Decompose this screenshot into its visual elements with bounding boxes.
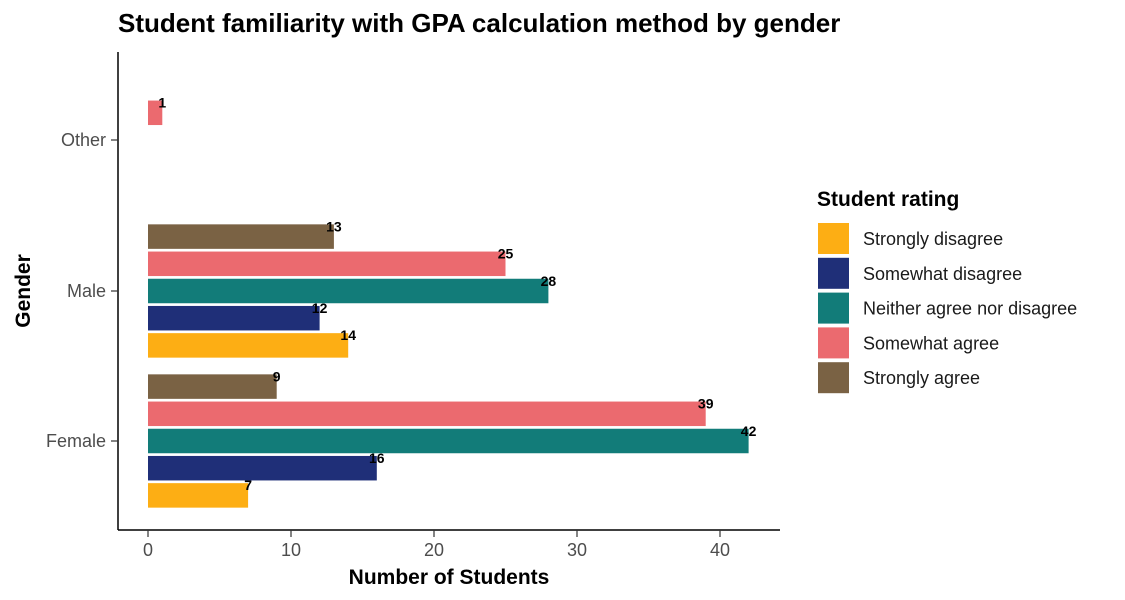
bar-male-strongly-agree-label: 13 [326,218,342,234]
x-axis-ticks: 0 10 20 30 40 [143,530,730,560]
bar-male-strongly-agree [148,224,334,249]
bar-male-neither-agree-nor-disagree-label: 28 [541,273,557,289]
legend-label-somewhat-disagree: Somewhat disagree [863,264,1022,284]
bar-male-somewhat-disagree [148,305,320,331]
bar-female-somewhat-disagree [148,455,377,481]
y-axis-title: Gender [12,254,35,328]
bar-male-strongly-disagree [148,333,349,358]
legend-label-neither-agree-nor-disagree: Neither agree nor disagree [863,299,1077,319]
bar-female-neither-agree-nor-disagree [148,428,749,454]
legend-swatch-neither-agree-nor-disagree [818,292,849,324]
bar-female-neither-agree-nor-disagree-label: 42 [741,423,757,439]
bar-female-strongly-agree [148,374,277,399]
y-axis-ticks: Female Male Other [46,130,118,451]
legend: Student rating Strongly disagree Somewhat… [817,188,1077,394]
x-tick-label: 20 [424,540,444,560]
legend-label-strongly-disagree: Strongly disagree [863,229,1003,249]
legend-swatch-somewhat-agree [818,327,849,359]
bar-male-somewhat-agree-label: 25 [498,246,514,262]
bar-male-strongly-disagree-label: 14 [340,327,356,343]
bar-other-somewhat-agree [148,100,163,126]
legend-title: Student rating [817,188,959,211]
bar-female-strongly-disagree-label: 7 [244,477,252,493]
y-tick-label: Male [67,281,106,301]
legend-swatch-strongly-disagree [818,223,849,254]
x-axis-title: Number of Students [349,566,550,589]
legend-swatch-strongly-agree [818,362,849,394]
bar-female-somewhat-agree-label: 39 [698,396,714,412]
x-tick-label: 30 [567,540,587,560]
chart-title: Student familiarity with GPA calculation… [118,8,840,38]
bar-female-strongly-agree-label: 9 [273,368,281,384]
bar-male-somewhat-disagree-label: 12 [312,300,328,316]
legend-swatch-somewhat-disagree [818,257,849,289]
x-tick-label: 0 [143,540,153,560]
legend-label-strongly-agree: Strongly agree [863,368,980,388]
x-tick-label: 40 [710,540,730,560]
bar-female-somewhat-agree [148,401,706,427]
bar-female-somewhat-disagree-label: 16 [369,450,385,466]
y-tick-label: Female [46,431,106,451]
bar-other-somewhat-agree-label: 1 [158,95,166,111]
x-tick-label: 10 [281,540,301,560]
y-tick-label: Other [61,130,106,150]
bar-male-somewhat-agree [148,251,506,277]
bar-female-strongly-disagree [148,483,249,508]
legend-label-somewhat-agree: Somewhat agree [863,333,999,353]
bar-male-neither-agree-nor-disagree [148,278,549,304]
